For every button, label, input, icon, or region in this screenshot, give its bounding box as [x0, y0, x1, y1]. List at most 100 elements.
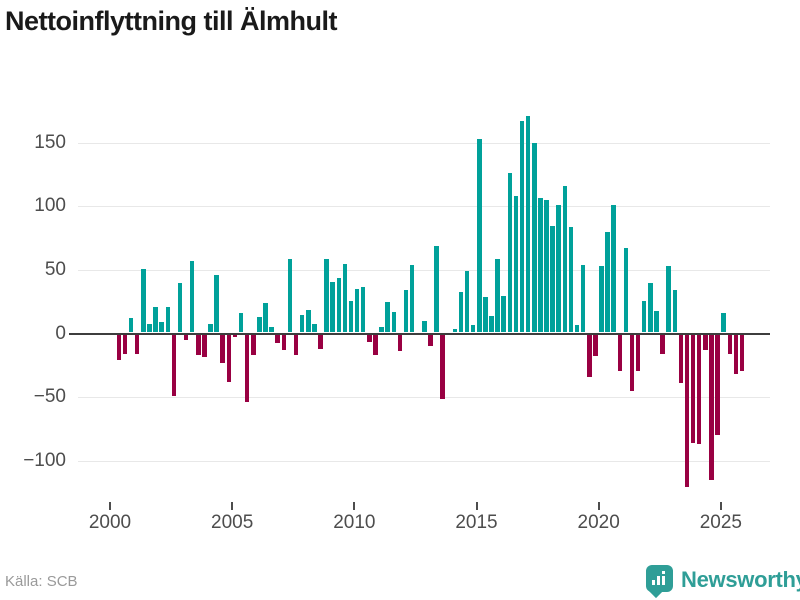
- bar-2003Q2: [189, 261, 195, 333]
- bar-2019Q1: [574, 324, 580, 333]
- bar-2000Q2: [116, 334, 122, 360]
- bar-2016Q2: [507, 173, 513, 333]
- bar-2009Q4: [348, 300, 354, 333]
- bar-2010Q2: [360, 286, 366, 333]
- bar-2007Q1: [281, 334, 287, 350]
- bar-2018Q2: [556, 205, 561, 333]
- bar-2022Q2: [654, 310, 659, 333]
- bar-2014Q3: [464, 271, 470, 333]
- bar-2011Q2: [385, 301, 390, 333]
- bar-2023Q1: [672, 290, 678, 333]
- bar-2025Q4: [739, 334, 745, 372]
- bar-2003Q4: [202, 334, 207, 358]
- x-axis-tick: [597, 502, 600, 510]
- source-note: Källa: SCB: [5, 573, 78, 590]
- bar-2023Q3: [684, 334, 690, 488]
- gridline: [78, 206, 770, 208]
- bar-2004Q1: [208, 323, 213, 333]
- bar-2019Q2: [580, 265, 586, 333]
- bar-2007Q4: [299, 314, 305, 333]
- bar-2017Q1: [525, 116, 531, 333]
- bar-2010Q3: [367, 334, 372, 343]
- bar-2021Q2: [629, 334, 635, 391]
- zero-tick: [69, 332, 78, 335]
- gridline: [78, 269, 770, 271]
- bar-2017Q4: [544, 200, 549, 333]
- bar-2013Q1: [428, 334, 433, 346]
- bar-2020Q3: [611, 205, 616, 333]
- bar-2019Q3: [587, 334, 592, 377]
- bar-2008Q3: [318, 334, 323, 349]
- bar-2013Q3: [440, 334, 445, 400]
- bar-2023Q2: [678, 334, 684, 383]
- bar-2005Q1: [232, 334, 238, 338]
- brand-wordmark: Newsworthy: [681, 567, 800, 592]
- y-axis-label: 100: [34, 195, 66, 217]
- y-axis-label: 0: [55, 322, 66, 344]
- x-axis-label: 2020: [577, 512, 620, 533]
- bar-2008Q2: [312, 323, 317, 333]
- bar-2018Q1: [550, 225, 555, 333]
- bar-2009Q3: [342, 263, 348, 333]
- gridline: [78, 142, 770, 144]
- bar-2007Q2: [287, 258, 293, 333]
- bar-2008Q4: [324, 258, 329, 333]
- bar-2024Q2: [703, 334, 708, 350]
- x-axis-label: 2025: [699, 512, 742, 533]
- bar-2025Q2: [727, 334, 732, 354]
- y-axis-label: 50: [44, 258, 66, 280]
- bar-2021Q4: [641, 300, 647, 333]
- bar-2021Q3: [635, 334, 641, 372]
- bar-2015Q2: [483, 296, 488, 333]
- bar-2015Q1: [477, 138, 482, 333]
- bar-2024Q3: [709, 334, 714, 480]
- bar-2022Q4: [666, 266, 671, 333]
- bar-2001Q4: [153, 307, 158, 333]
- bar-2004Q2: [214, 275, 219, 333]
- bar-2015Q3: [489, 315, 494, 333]
- bar-2020Q1: [599, 266, 604, 333]
- x-axis-tick: [353, 502, 356, 510]
- bar-2001Q3: [147, 323, 152, 333]
- bar-2003Q1: [183, 334, 189, 340]
- bar-2006Q2: [263, 303, 268, 333]
- bar-2014Q2: [458, 291, 464, 333]
- y-axis-label: 150: [34, 131, 66, 153]
- bar-2014Q1: [452, 328, 458, 333]
- x-axis-label: 2000: [88, 512, 132, 533]
- bar-2023Q4: [690, 334, 696, 443]
- bar-2024Q4: [715, 334, 720, 436]
- x-axis-tick: [109, 502, 111, 510]
- bar-2021Q1: [623, 248, 629, 333]
- bar-2011Q1: [379, 327, 384, 333]
- bar-2005Q2: [238, 313, 244, 333]
- gridline: [78, 460, 770, 462]
- chart-title: Nettoinflyttning till Älmhult: [5, 6, 337, 36]
- bar-2025Q3: [733, 334, 739, 374]
- bar-2009Q2: [336, 277, 342, 333]
- bar-2002Q4: [177, 282, 183, 333]
- bar-2016Q1: [501, 295, 506, 333]
- bar-2018Q4: [568, 226, 574, 333]
- x-axis-label: 2015: [455, 512, 498, 533]
- bar-2019Q4: [593, 334, 598, 357]
- bar-2020Q4: [617, 334, 623, 372]
- bar-2009Q1: [330, 281, 335, 333]
- bar-2011Q3: [391, 312, 397, 333]
- bar-2005Q4: [251, 334, 256, 355]
- bar-2004Q4: [226, 334, 232, 382]
- bar-2003Q3: [196, 334, 201, 355]
- bar-2002Q1: [159, 322, 164, 333]
- bar-2000Q3: [122, 334, 128, 354]
- bar-2018Q3: [562, 186, 568, 333]
- bar-2002Q2: [165, 307, 171, 333]
- bar-2024Q1: [696, 334, 702, 444]
- bar-2002Q3: [171, 334, 177, 396]
- bar-2004Q3: [220, 334, 225, 363]
- bar-2010Q4: [373, 334, 378, 355]
- y-axis-label: −100: [23, 449, 66, 471]
- bar-2022Q3: [660, 334, 665, 354]
- bar-2001Q2: [141, 268, 146, 333]
- bar-2006Q1: [257, 317, 262, 333]
